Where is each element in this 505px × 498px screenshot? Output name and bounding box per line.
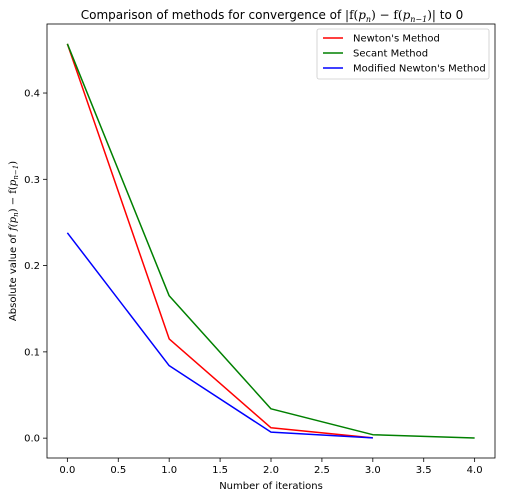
chart-title-suffix: to 0 xyxy=(436,8,463,22)
legend-box xyxy=(316,28,490,80)
x-tick-label: 3.5 xyxy=(416,465,432,476)
chart-title: Comparison of methods for convergence of… xyxy=(81,8,464,24)
x-tick-label: 1.0 xyxy=(161,465,177,476)
y-axis-label: Absolute value of f(pn) − f(pn−1) xyxy=(8,161,20,321)
y-tick-label: 0.2 xyxy=(24,261,40,272)
x-tick-label: 0.5 xyxy=(110,465,126,476)
x-tick-label: 4.0 xyxy=(467,465,483,476)
y-tick-label: 0.3 xyxy=(24,175,40,186)
x-tick-label: 2.5 xyxy=(314,465,330,476)
legend-label-newton-s-method: Newton's Method xyxy=(353,34,440,45)
legend-label-secant-method: Secant Method xyxy=(353,49,428,60)
chart-title-prefix: Comparison of methods for convergence of xyxy=(81,8,345,22)
series-line-newton-s-method xyxy=(66,43,373,439)
x-axis-ticks: 0.0 0.5 1.0 1.5 2.0 2.5 3.0 3.5 4.0 xyxy=(59,458,483,476)
y-tick-label: 0.1 xyxy=(24,347,40,358)
legend: Newton's Method Secant Method Modified New… xyxy=(316,28,490,80)
x-tick-label: 0.0 xyxy=(59,465,75,476)
x-tick-label: 3.0 xyxy=(365,465,381,476)
series-line-modified-newton-s-method xyxy=(66,232,373,439)
x-axis-label: Number of iterations xyxy=(219,481,323,492)
legend-label-modified-newton-s-method: Modified Newton's Method xyxy=(353,64,486,75)
plot-area-frame xyxy=(46,23,496,459)
y-axis-ticks: 0.0 0.1 0.2 0.3 0.4 xyxy=(24,89,47,445)
x-tick-label: 1.5 xyxy=(212,465,228,476)
x-tick-label: 2.0 xyxy=(263,465,279,476)
y-tick-label: 0.4 xyxy=(24,89,40,100)
y-tick-label: 0.0 xyxy=(24,434,40,445)
series-line-secant-method xyxy=(66,43,475,439)
series-lines xyxy=(66,43,475,439)
